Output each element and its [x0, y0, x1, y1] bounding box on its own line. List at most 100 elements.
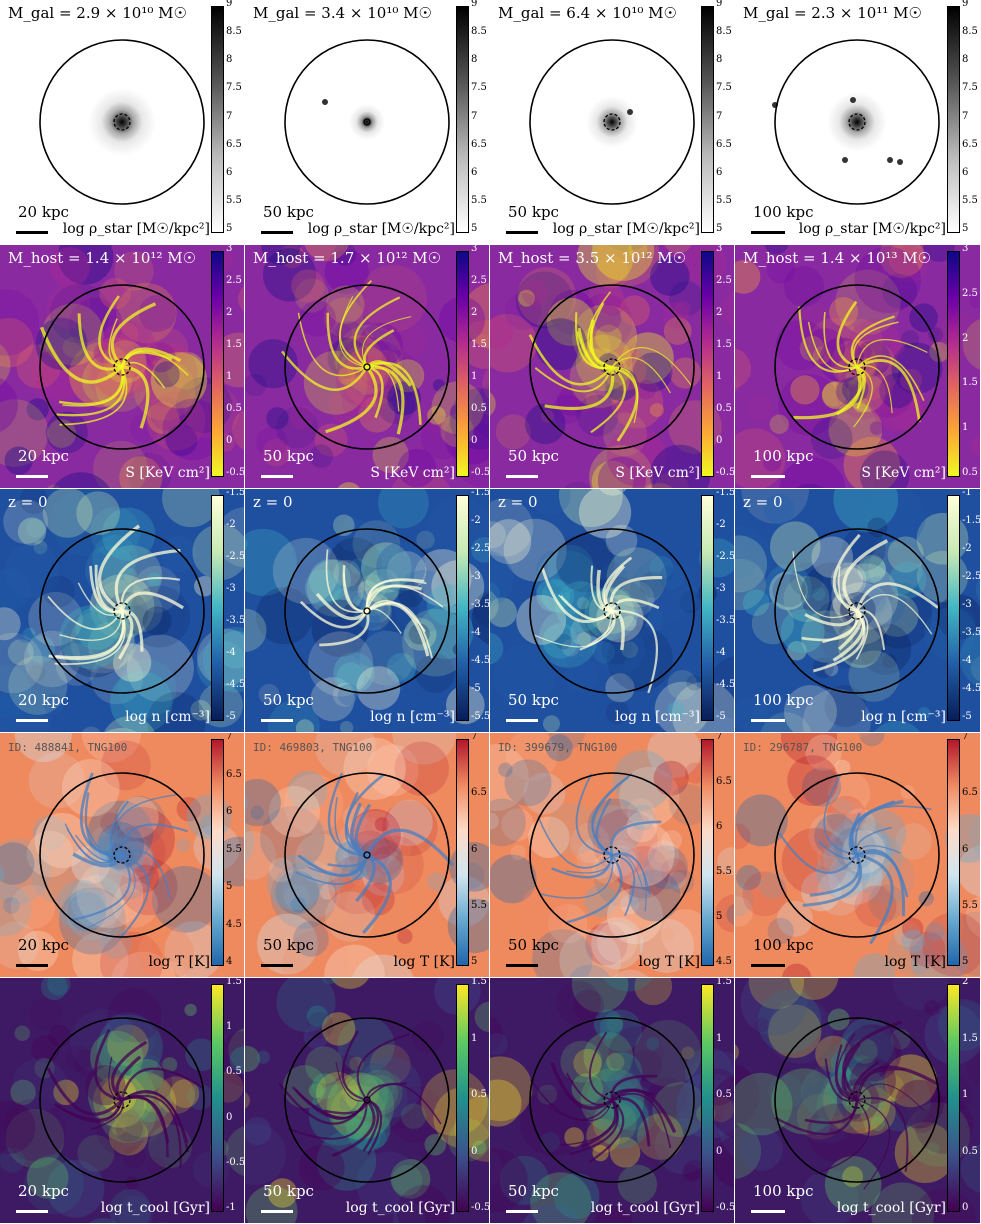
galaxy-radius-circle	[113, 358, 131, 376]
colorbar-tick: -4.5	[962, 683, 981, 694]
colorbar-tick: -2.5	[471, 543, 490, 554]
colorbar-tick: 2.5	[962, 287, 978, 299]
colorbar-tick: 5	[226, 223, 233, 234]
gas-filament	[590, 565, 613, 613]
gas-filament	[120, 591, 184, 612]
colorbar-tick: 2	[716, 307, 723, 318]
scale-bar	[751, 231, 785, 234]
colorbar-tick: -3.5	[226, 615, 245, 626]
colorbar-label: log ρ_star [M☉/kpc²]	[62, 221, 210, 237]
virial-radius-circle	[284, 1017, 450, 1183]
scale-label: 50 kpc	[508, 1182, 559, 1200]
colorbar-tick: -0.5	[716, 1202, 735, 1213]
scale-label: 20 kpc	[18, 1182, 69, 1200]
colorbar-tick: 1	[962, 1089, 969, 1100]
gas-filament	[339, 280, 372, 368]
virial-radius-circle	[529, 772, 695, 938]
colorbar-tick: -0.5	[716, 467, 735, 478]
virial-radius-circle	[774, 772, 940, 938]
panel-title-mhost: M_host = 1.4 × 10¹² M☉	[8, 249, 197, 267]
gas-filament	[822, 610, 860, 644]
map-panel-star-3: M_gal = 6.4 × 10¹⁰ M☉ 50 kpc 9 8.5 8 7.5 7 6.5 6…	[490, 0, 735, 245]
colorbar-tick: 4	[226, 956, 233, 967]
gas-filament	[72, 852, 124, 868]
scale-bar	[261, 1210, 293, 1213]
gas-filament	[120, 823, 189, 856]
colorbar-tick: -1.5	[962, 515, 981, 526]
scale-label: 100 kpc	[753, 1182, 814, 1200]
panel-title-mgal: M_gal = 2.3 × 10¹¹ M☉	[743, 4, 922, 22]
colorbar-tick: -4	[962, 655, 972, 666]
map-image	[735, 0, 980, 244]
panel-title-id: ID: 399679, TNG100	[498, 741, 618, 754]
colorbar-tick: 7	[471, 733, 478, 742]
map-panel-tcool-2: 50 kpc 1.5 1 0.5 0 -0.5 log t_cool [Gyr]	[245, 978, 490, 1224]
satellite-galaxy	[897, 159, 903, 165]
gas-filament	[541, 567, 613, 623]
scale-label: 50 kpc	[508, 936, 559, 954]
map-image	[735, 733, 980, 977]
map-panel-density-4: z = 0 100 kpc -1 -1.5 -2 -2.5 -3 -3.5 -4 -4.5 -5 lo…	[735, 489, 981, 733]
gas-filament	[94, 564, 123, 613]
scale-bar	[751, 719, 785, 722]
gas-filament	[59, 610, 123, 641]
galaxy-radius-circle	[848, 113, 866, 131]
colorbar-tick: 3	[471, 245, 478, 254]
gas-filament	[842, 1020, 903, 1102]
colorbar-tick: -4.5	[471, 655, 490, 666]
gas-filament	[365, 584, 422, 612]
virial-radius-circle	[529, 1017, 695, 1183]
colorbar-tick: 0	[716, 435, 723, 446]
colorbar-tick: -4	[716, 647, 726, 658]
colorbar-tick: 6	[716, 166, 723, 178]
colorbar-tick: 2.5	[226, 275, 242, 286]
colorbar-tick: -3	[716, 583, 726, 594]
virial-radius-circle	[284, 528, 450, 694]
map-image	[0, 733, 244, 977]
virial-radius-circle	[774, 284, 940, 450]
colorbar-tick: 1.5	[471, 339, 487, 350]
colorbar-tick: 0.5	[471, 1089, 487, 1100]
colorbar-tick: 7	[471, 110, 478, 122]
colorbar-tick: 8.5	[226, 26, 242, 38]
panel-title-mhost: M_host = 1.4 × 10¹³ M☉	[743, 249, 932, 267]
colorbar	[701, 6, 714, 233]
gas-filament	[823, 312, 858, 369]
stellar-core	[88, 88, 156, 156]
colorbar-label: log T [K]	[148, 954, 211, 970]
gas-filament	[365, 828, 455, 867]
panel-title-z: z = 0	[498, 493, 538, 511]
colorbar-tick: 0	[226, 435, 233, 446]
gas-filament	[611, 357, 671, 394]
scale-label: 100 kpc	[753, 691, 814, 709]
scale-bar	[506, 475, 538, 478]
colorbar-label: S [KeV cm²]	[615, 465, 700, 481]
colorbar-tick: 6.5	[471, 138, 487, 150]
panel-title-mgal: M_gal = 6.4 × 10¹⁰ M☉	[498, 4, 677, 22]
colorbar-tick: -5	[716, 711, 726, 722]
colorbar-label: S [KeV cm²]	[125, 465, 210, 481]
galaxy-radius-circle	[603, 846, 621, 864]
panel-title-id: ID: 469803, TNG100	[253, 741, 373, 754]
gas-filament	[366, 361, 422, 425]
map-image	[735, 245, 980, 488]
map-panel-entropy-3: M_host = 3.5 × 10¹² M☉ 50 kpc 3 2.5 2 1.5 1 0.5…	[490, 245, 735, 489]
colorbar-tick: 1	[716, 371, 723, 382]
gas-filament	[335, 1061, 368, 1102]
gas-filament	[354, 803, 372, 857]
gas-filament	[856, 365, 893, 414]
gas-filament	[121, 361, 166, 389]
gas-filament	[548, 1099, 613, 1122]
gas-filament	[353, 296, 401, 368]
gas-filament	[856, 1097, 909, 1172]
map-panel-tcool-4: 100 kpc 2 1.5 1 0.5 0 log t_cool [Gyr]	[735, 978, 981, 1224]
gas-filament	[610, 1074, 658, 1101]
colorbar-tick: -1.5	[226, 489, 245, 498]
colorbar-label: log T [K]	[884, 954, 947, 970]
colorbar-tick: 7	[226, 110, 233, 122]
colorbar	[701, 495, 714, 721]
gas-filament	[114, 548, 181, 612]
colorbar-tick: -0.5	[471, 467, 490, 478]
gas-filament	[331, 1099, 376, 1158]
